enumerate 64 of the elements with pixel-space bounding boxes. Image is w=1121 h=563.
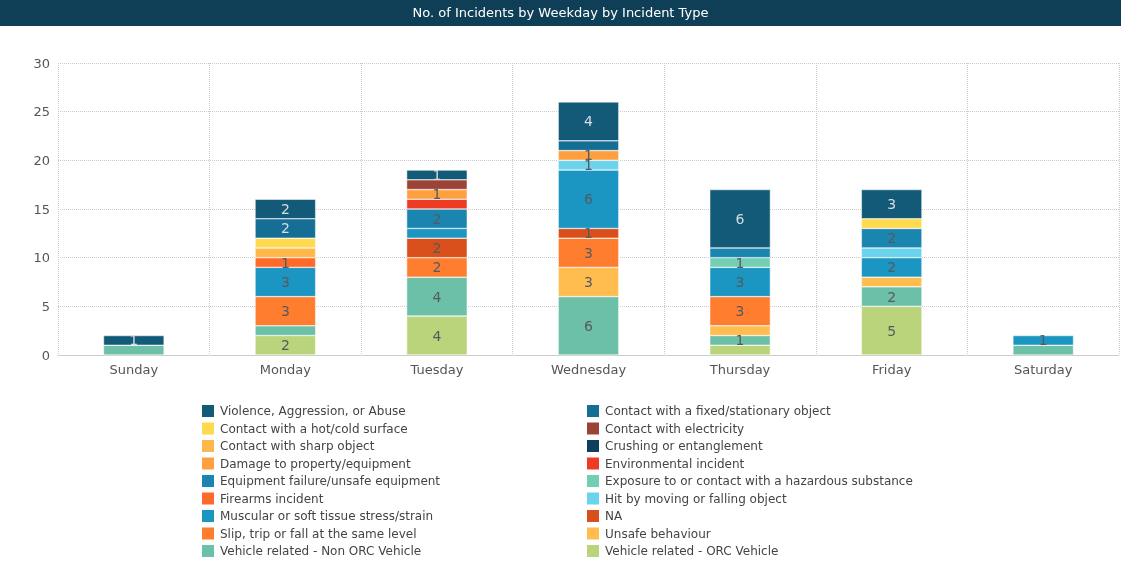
data-label: 2 xyxy=(432,259,442,276)
legend-label: Unsafe behaviour xyxy=(605,526,711,541)
data-label: 1 xyxy=(280,254,290,271)
data-label: 3 xyxy=(735,303,745,320)
legend-label: Contact with a hot/cold surface xyxy=(220,421,408,436)
data-label: 3 xyxy=(887,196,897,213)
data-label: 2 xyxy=(280,337,290,354)
x-tick-label: Friday xyxy=(871,362,912,377)
legend-label: Crushing or entanglement xyxy=(605,439,763,453)
data-label: 3 xyxy=(735,274,745,290)
data-label: 1 xyxy=(129,332,139,349)
y-tick-label: 10 xyxy=(33,250,50,266)
legend-label: NA xyxy=(605,509,623,523)
legend-label: Violence, Aggression, or Abuse xyxy=(220,404,406,418)
data-label: 6 xyxy=(584,191,594,208)
y-tick-label: 30 xyxy=(33,55,50,71)
x-tick-label: Thursday xyxy=(708,362,771,377)
data-label: 4 xyxy=(432,288,442,305)
data-label: 3 xyxy=(584,244,593,261)
y-tick-label: 5 xyxy=(41,298,50,314)
x-tick-label: Tuesday xyxy=(409,362,464,377)
data-label: 4 xyxy=(432,327,442,344)
data-label: 1 xyxy=(735,332,745,349)
data-label: 2 xyxy=(887,288,897,305)
y-tick-label: 0 xyxy=(41,347,50,363)
legend-label: Firearms incident xyxy=(220,491,324,506)
legend-label: Vehicle related - ORC Vehicle xyxy=(605,544,779,558)
legend-label: Contact with a fixed/stationary object xyxy=(605,404,832,418)
data-label: 3 xyxy=(280,274,290,290)
data-label: 5 xyxy=(887,322,897,339)
legend-label: Environmental incident xyxy=(605,456,745,471)
y-tick-label: 25 xyxy=(33,104,50,120)
legend-label: Contact with electricity xyxy=(605,421,745,436)
legend-label: Damage to property/equipment xyxy=(220,456,411,471)
y-tick-label: 20 xyxy=(33,152,50,168)
data-label: 1 xyxy=(432,166,442,183)
data-label: 2 xyxy=(432,210,442,227)
legend-label: Slip, trip or fall at the same level xyxy=(220,526,417,541)
chart-title: No. of Incidents by Weekday by Incident Type xyxy=(0,0,1121,26)
data-label: 4 xyxy=(584,113,594,130)
legend-label: Equipment failure/unsafe equipment xyxy=(220,474,441,488)
data-label: 6 xyxy=(584,317,594,334)
data-label: 1 xyxy=(735,254,745,271)
legend-label: Contact with sharp object xyxy=(220,439,375,453)
y-tick-label: 15 xyxy=(33,201,50,217)
data-label: 3 xyxy=(584,274,593,290)
legend-label: Exposure to or contact with a hazardous substance xyxy=(605,474,913,488)
data-label: 2 xyxy=(432,239,442,256)
data-label: 2 xyxy=(887,230,897,247)
x-tick-label: Saturday xyxy=(1013,362,1073,377)
x-tick-label: Wednesday xyxy=(550,362,627,377)
legend-label: Hit by moving or falling object xyxy=(605,491,787,506)
legend-label: Vehicle related - Non ORC Vehicle xyxy=(220,544,422,558)
data-label: 1 xyxy=(584,225,593,242)
data-label: 1 xyxy=(432,186,442,203)
data-label: 2 xyxy=(280,220,290,237)
data-label: 1 xyxy=(1038,332,1048,349)
x-tick-label: Monday xyxy=(259,362,312,377)
data-label: 3 xyxy=(280,303,290,320)
x-tick-label: Sunday xyxy=(109,362,159,377)
data-label: 6 xyxy=(735,210,745,227)
legend-label: Muscular or soft tissue stress/strain xyxy=(220,509,434,523)
data-label: 2 xyxy=(280,201,290,217)
data-label: 2 xyxy=(887,259,897,276)
